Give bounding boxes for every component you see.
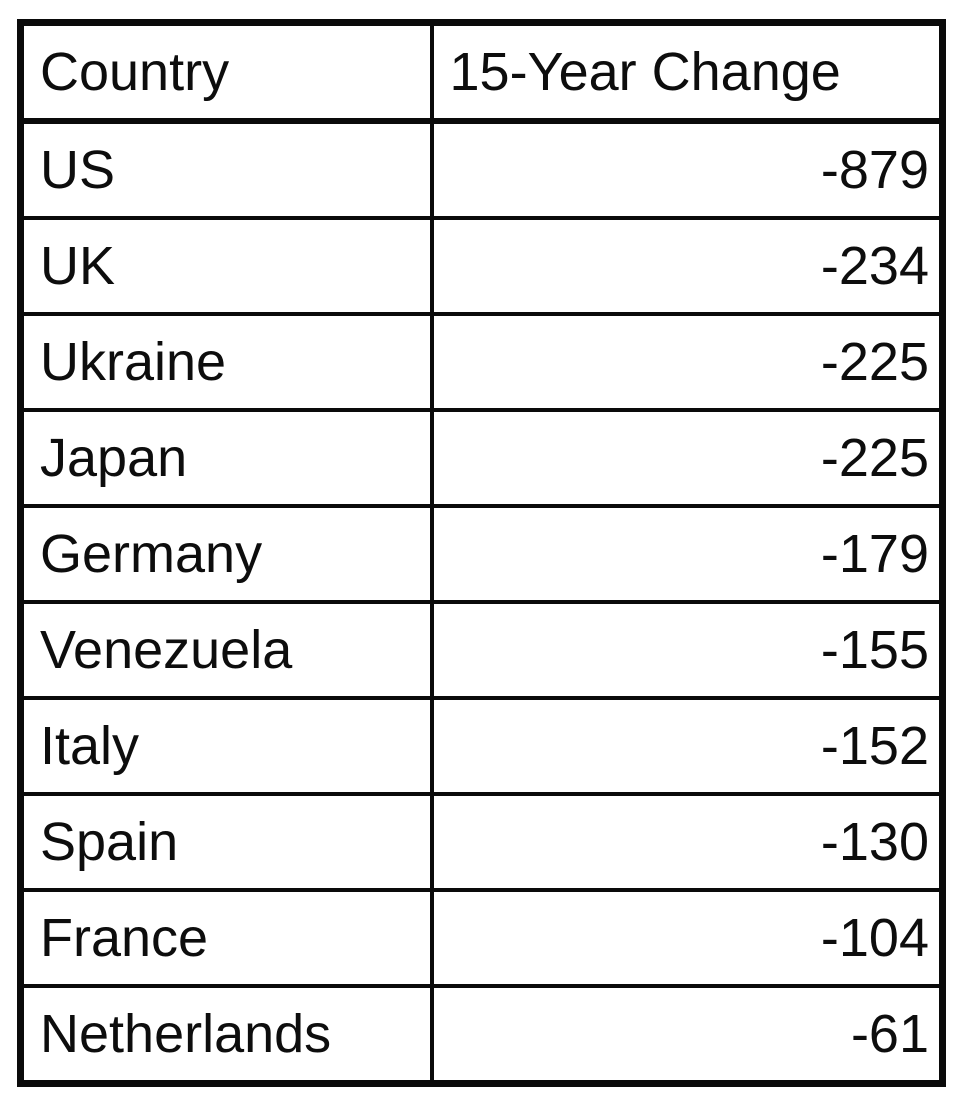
change-cell: -130 [429,792,945,892]
table-row: Netherlands -61 [18,984,945,1086]
table-header-row: Country 15-Year Change [18,20,945,124]
table-row: Country 15-Year Change [18,20,945,124]
change-cell: -155 [429,600,945,700]
change-cell: -179 [429,504,945,604]
table-row: Japan -225 [18,408,945,508]
table-row: Italy -152 [18,696,945,796]
country-cell: Ukraine [18,312,434,412]
change-cell: -152 [429,696,945,796]
table-row: Germany -179 [18,504,945,604]
table-row: UK -234 [18,216,945,316]
country-cell: Netherlands [18,984,434,1086]
change-cell: -225 [429,408,945,508]
column-header-change: 15-Year Change [429,20,945,124]
country-cell: Japan [18,408,434,508]
table-row: France -104 [18,888,945,988]
country-cell: Italy [18,696,434,796]
country-change-table: Country 15-Year Change US -879 UK -234 U… [17,19,946,1087]
country-cell: Germany [18,504,434,604]
table-row: Spain -130 [18,792,945,892]
column-header-country: Country [18,20,434,124]
change-cell: -879 [429,119,945,220]
change-cell: -234 [429,216,945,316]
change-cell: -61 [429,984,945,1086]
table-row: Ukraine -225 [18,312,945,412]
change-cell: -104 [429,888,945,988]
country-cell: France [18,888,434,988]
country-cell: US [18,119,434,220]
table-row: Venezuela -155 [18,600,945,700]
table-row: US -879 [18,119,945,220]
country-cell: Spain [18,792,434,892]
country-cell: Venezuela [18,600,434,700]
table-body: US -879 UK -234 Ukraine -225 Japan -225 … [18,119,945,1086]
change-cell: -225 [429,312,945,412]
country-cell: UK [18,216,434,316]
